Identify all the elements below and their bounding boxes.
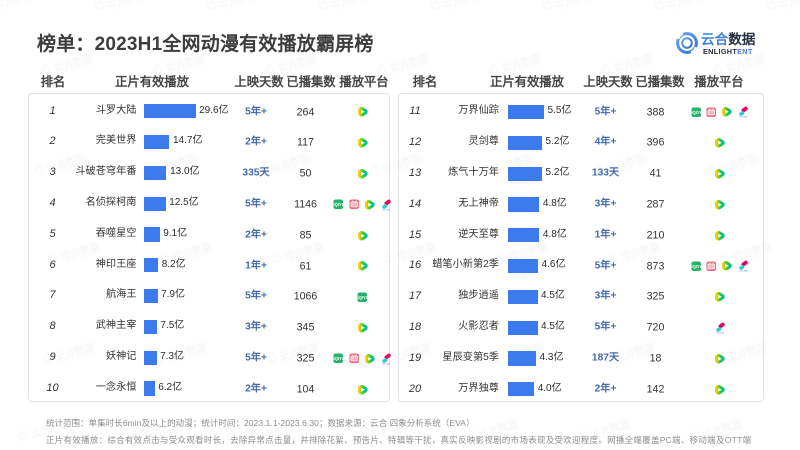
svg-text:iQIYI: iQIYI [334, 202, 343, 207]
svg-text:MiGU视频: MiGU视频 [739, 268, 747, 272]
svg-text:iQIYI: iQIYI [358, 294, 367, 299]
svg-text:MiGU视频: MiGU视频 [382, 207, 390, 211]
svg-text:iQIYI: iQIYI [691, 110, 700, 115]
svg-text:iQIYI: iQIYI [691, 264, 700, 269]
svg-text:MiGU视频: MiGU视频 [716, 330, 724, 334]
svg-text:MiGU视频: MiGU视频 [739, 114, 747, 118]
svg-text:iQIYI: iQIYI [334, 356, 343, 361]
svg-text:ENLIGHTENT: ENLIGHTENT [703, 47, 753, 56]
svg-text:云合数据: 云合数据 [701, 31, 756, 47]
